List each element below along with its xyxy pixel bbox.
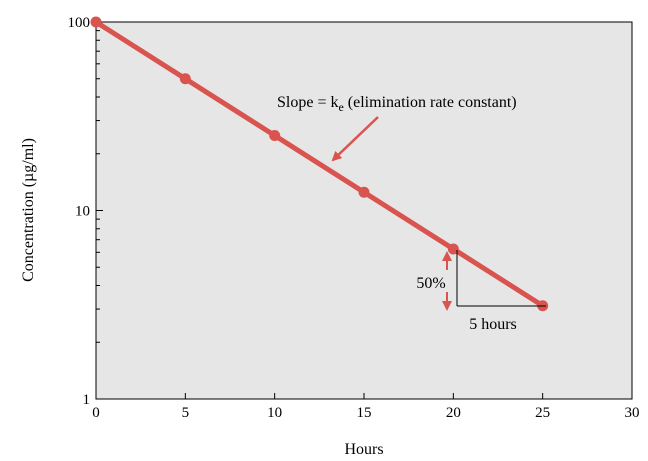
x-tick-label: 30 [625, 405, 640, 421]
x-tick-label: 10 [267, 405, 282, 421]
y-axis: 1 10 100 [68, 15, 103, 408]
series-concentration [90, 16, 549, 312]
slope-annotation: Slope = ke (elimination rate constant) [277, 94, 517, 114]
x-axis: 0 5 10 15 20 25 30 [92, 393, 640, 421]
hours-label: 5 hours [469, 316, 517, 333]
percent-label: 50% [416, 275, 445, 292]
x-axis-title: Hours [344, 441, 383, 458]
x-tick-label: 0 [92, 405, 100, 421]
y-tick-label: 1 [83, 392, 91, 408]
x-tick-label: 20 [446, 405, 461, 421]
data-point [90, 16, 102, 28]
plot-area [95, 21, 633, 400]
y-axis-title: Concentration (µg/ml) [20, 138, 37, 282]
data-point [358, 186, 370, 198]
data-point [179, 73, 191, 85]
x-tick-label: 25 [535, 405, 550, 421]
data-point [269, 129, 281, 141]
y-tick-label: 100 [68, 15, 91, 31]
series-line [93, 19, 546, 309]
x-tick-label: 15 [357, 405, 372, 421]
slope-arrow [331, 116, 379, 162]
y-tick-label: 10 [75, 204, 90, 220]
x-tick-label: 5 [182, 405, 190, 421]
